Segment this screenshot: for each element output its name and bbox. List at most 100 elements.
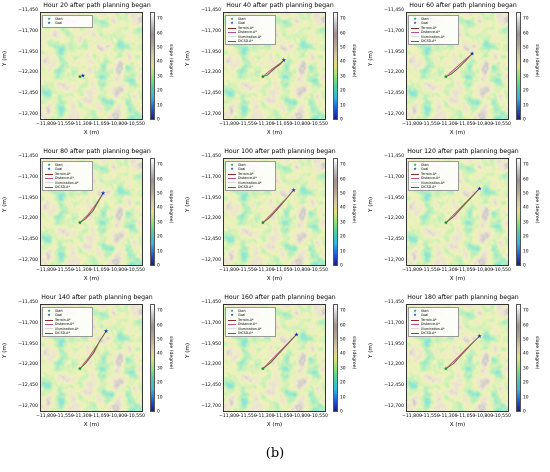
- y-tick-label: −12,450: [18, 383, 38, 389]
- legend-entry: Terrain-A*: [228, 26, 273, 30]
- colorbar-tick-label: 30: [157, 74, 163, 80]
- legend-label: Start: [421, 309, 429, 313]
- legend-entry: Illumination-A*: [411, 181, 456, 185]
- x-tick-label: −10,550: [491, 122, 511, 127]
- colorbar-tick-label: 10: [157, 395, 163, 401]
- path-dicsd-a: [445, 53, 473, 77]
- chart-panel: Hour 100 after path planning began ★ ★ ★ Sta…: [183, 148, 366, 293]
- colorbar-tick-label: 40: [523, 351, 529, 357]
- x-tick-label: −11,800: [402, 414, 422, 419]
- plot-area: ★ ★: [40, 12, 143, 120]
- colorbar-tick-label: 10: [340, 249, 346, 255]
- legend-label: DICSD-A*: [238, 39, 253, 44]
- legend-label: Terrain-A*: [421, 25, 437, 30]
- y-tick-label: −11,950: [384, 341, 404, 347]
- goal-marker: ★: [477, 333, 482, 340]
- legend-label: Distance-A*: [238, 176, 257, 181]
- legend-line-swatch: [45, 323, 53, 325]
- colorbar-tick-label: 20: [523, 234, 529, 240]
- colorbar-tick-label: 10: [157, 249, 163, 255]
- legend-entry: Distance-A*: [45, 176, 90, 180]
- start-star-icon: ★: [230, 16, 234, 21]
- legend-entry: Illumination-A*: [45, 327, 90, 331]
- chart-panel: Hour 40 after path planning began ★ ★ ★ Star…: [183, 2, 366, 147]
- colorbar-label: slope (degree): [168, 190, 173, 224]
- legend-entry: Distance-A*: [411, 176, 456, 180]
- x-tick-label: −11,050: [272, 122, 293, 127]
- y-axis-label: Y (m): [2, 196, 8, 212]
- legend-entry: ★ Start: [411, 308, 456, 313]
- legend-entry: Illumination-A*: [228, 35, 273, 39]
- legend-line-swatch: [411, 186, 419, 188]
- x-axis-label: X (m): [449, 276, 466, 282]
- legend-entry: ★ Start: [45, 16, 90, 21]
- colorbar-tick-label: 10: [157, 103, 163, 109]
- colorbar-tick-label: 20: [523, 88, 529, 94]
- colorbar-tick-label: 0: [340, 263, 343, 269]
- colorbar-tick-label: 40: [157, 351, 163, 357]
- goal-marker: ★: [103, 328, 108, 335]
- colorbar-tick-label: 70: [523, 162, 529, 168]
- colorbar-tick-label: 20: [157, 234, 163, 240]
- path-dicsd-a: [262, 334, 297, 369]
- colorbar-tick-label: 30: [523, 220, 529, 226]
- legend-entry: Illumination-A*: [228, 181, 273, 185]
- x-tick-label: −10,800: [473, 414, 494, 419]
- legend-label: Distance-A*: [421, 30, 440, 35]
- goal-marker: ★: [281, 57, 286, 64]
- legend-line-swatch: [228, 36, 236, 38]
- colorbar-tick-label: 0: [157, 117, 160, 123]
- path-dicsd-a: [262, 189, 294, 223]
- x-tick-label: −11,550: [236, 268, 257, 273]
- y-tick-label: −11,450: [18, 154, 38, 159]
- y-tick-label: −11,450: [384, 300, 404, 305]
- colorbar: [150, 304, 155, 412]
- x-tick-label: −11,300: [254, 122, 275, 127]
- goal-marker: ★: [469, 51, 474, 58]
- legend-line-swatch: [411, 328, 419, 330]
- chart-title: Hour 160 after path planning began: [224, 294, 336, 301]
- x-tick-label: −11,300: [71, 414, 92, 419]
- x-tick-label: −11,050: [455, 268, 476, 273]
- path-dicsd-a: [262, 59, 285, 78]
- y-axis-label: Y (m): [2, 50, 8, 66]
- y-tick-label: −12,200: [384, 362, 404, 368]
- y-axis-label: Y (m): [2, 342, 8, 358]
- x-tick-label: −11,300: [254, 268, 275, 273]
- y-tick-label: −11,700: [384, 28, 404, 34]
- chart-legend: ★ Start ★ Goal Terrain-A* Distance-A* Illumina…: [225, 15, 276, 46]
- chart-legend: ★ Start ★ Goal Terrain-A* Distance-A* Illumina…: [408, 15, 459, 46]
- goal-star-icon: ★: [413, 166, 417, 172]
- legend-label: Illumination-A*: [421, 180, 445, 185]
- x-axis-label: X (m): [83, 422, 100, 428]
- legend-label: Distance-A*: [421, 322, 440, 327]
- x-axis-label: X (m): [83, 276, 100, 282]
- chart-title: Hour 40 after path planning began: [226, 2, 334, 9]
- goal-star-icon: ★: [413, 20, 417, 26]
- colorbar-tick-label: 40: [340, 59, 346, 65]
- colorbar-tick-label: 20: [157, 88, 163, 94]
- colorbar-tick-label: 70: [157, 162, 163, 168]
- x-tick-label: −10,550: [308, 268, 328, 273]
- start-marker: ★: [443, 74, 448, 81]
- start-star-icon: ★: [230, 162, 234, 167]
- colorbar-tick-label: 70: [340, 162, 346, 168]
- legend-entry: Illumination-A*: [411, 327, 456, 331]
- colorbar-tick-label: 30: [340, 366, 346, 372]
- terrain-raster: [41, 13, 142, 119]
- legend-line-swatch: [45, 182, 53, 184]
- colorbar-tick-label: 10: [340, 395, 346, 401]
- y-tick-label: −11,950: [18, 49, 38, 55]
- colorbar-tick-label: 30: [157, 220, 163, 226]
- colorbar-tick-label: 50: [523, 45, 529, 51]
- path-dicsd-a: [445, 188, 480, 223]
- x-tick-label: −10,550: [125, 414, 145, 419]
- legend-entry: Terrain-A*: [411, 172, 456, 176]
- legend-label: Terrain-A*: [238, 25, 254, 30]
- colorbar-tick-label: 30: [523, 74, 529, 80]
- y-tick-label: −12,700: [201, 112, 221, 117]
- y-tick-label: −11,450: [201, 300, 221, 305]
- y-tick-label: −11,950: [18, 341, 38, 347]
- colorbar-tick-label: 30: [340, 220, 346, 226]
- legend-label: Terrain-A*: [238, 317, 254, 322]
